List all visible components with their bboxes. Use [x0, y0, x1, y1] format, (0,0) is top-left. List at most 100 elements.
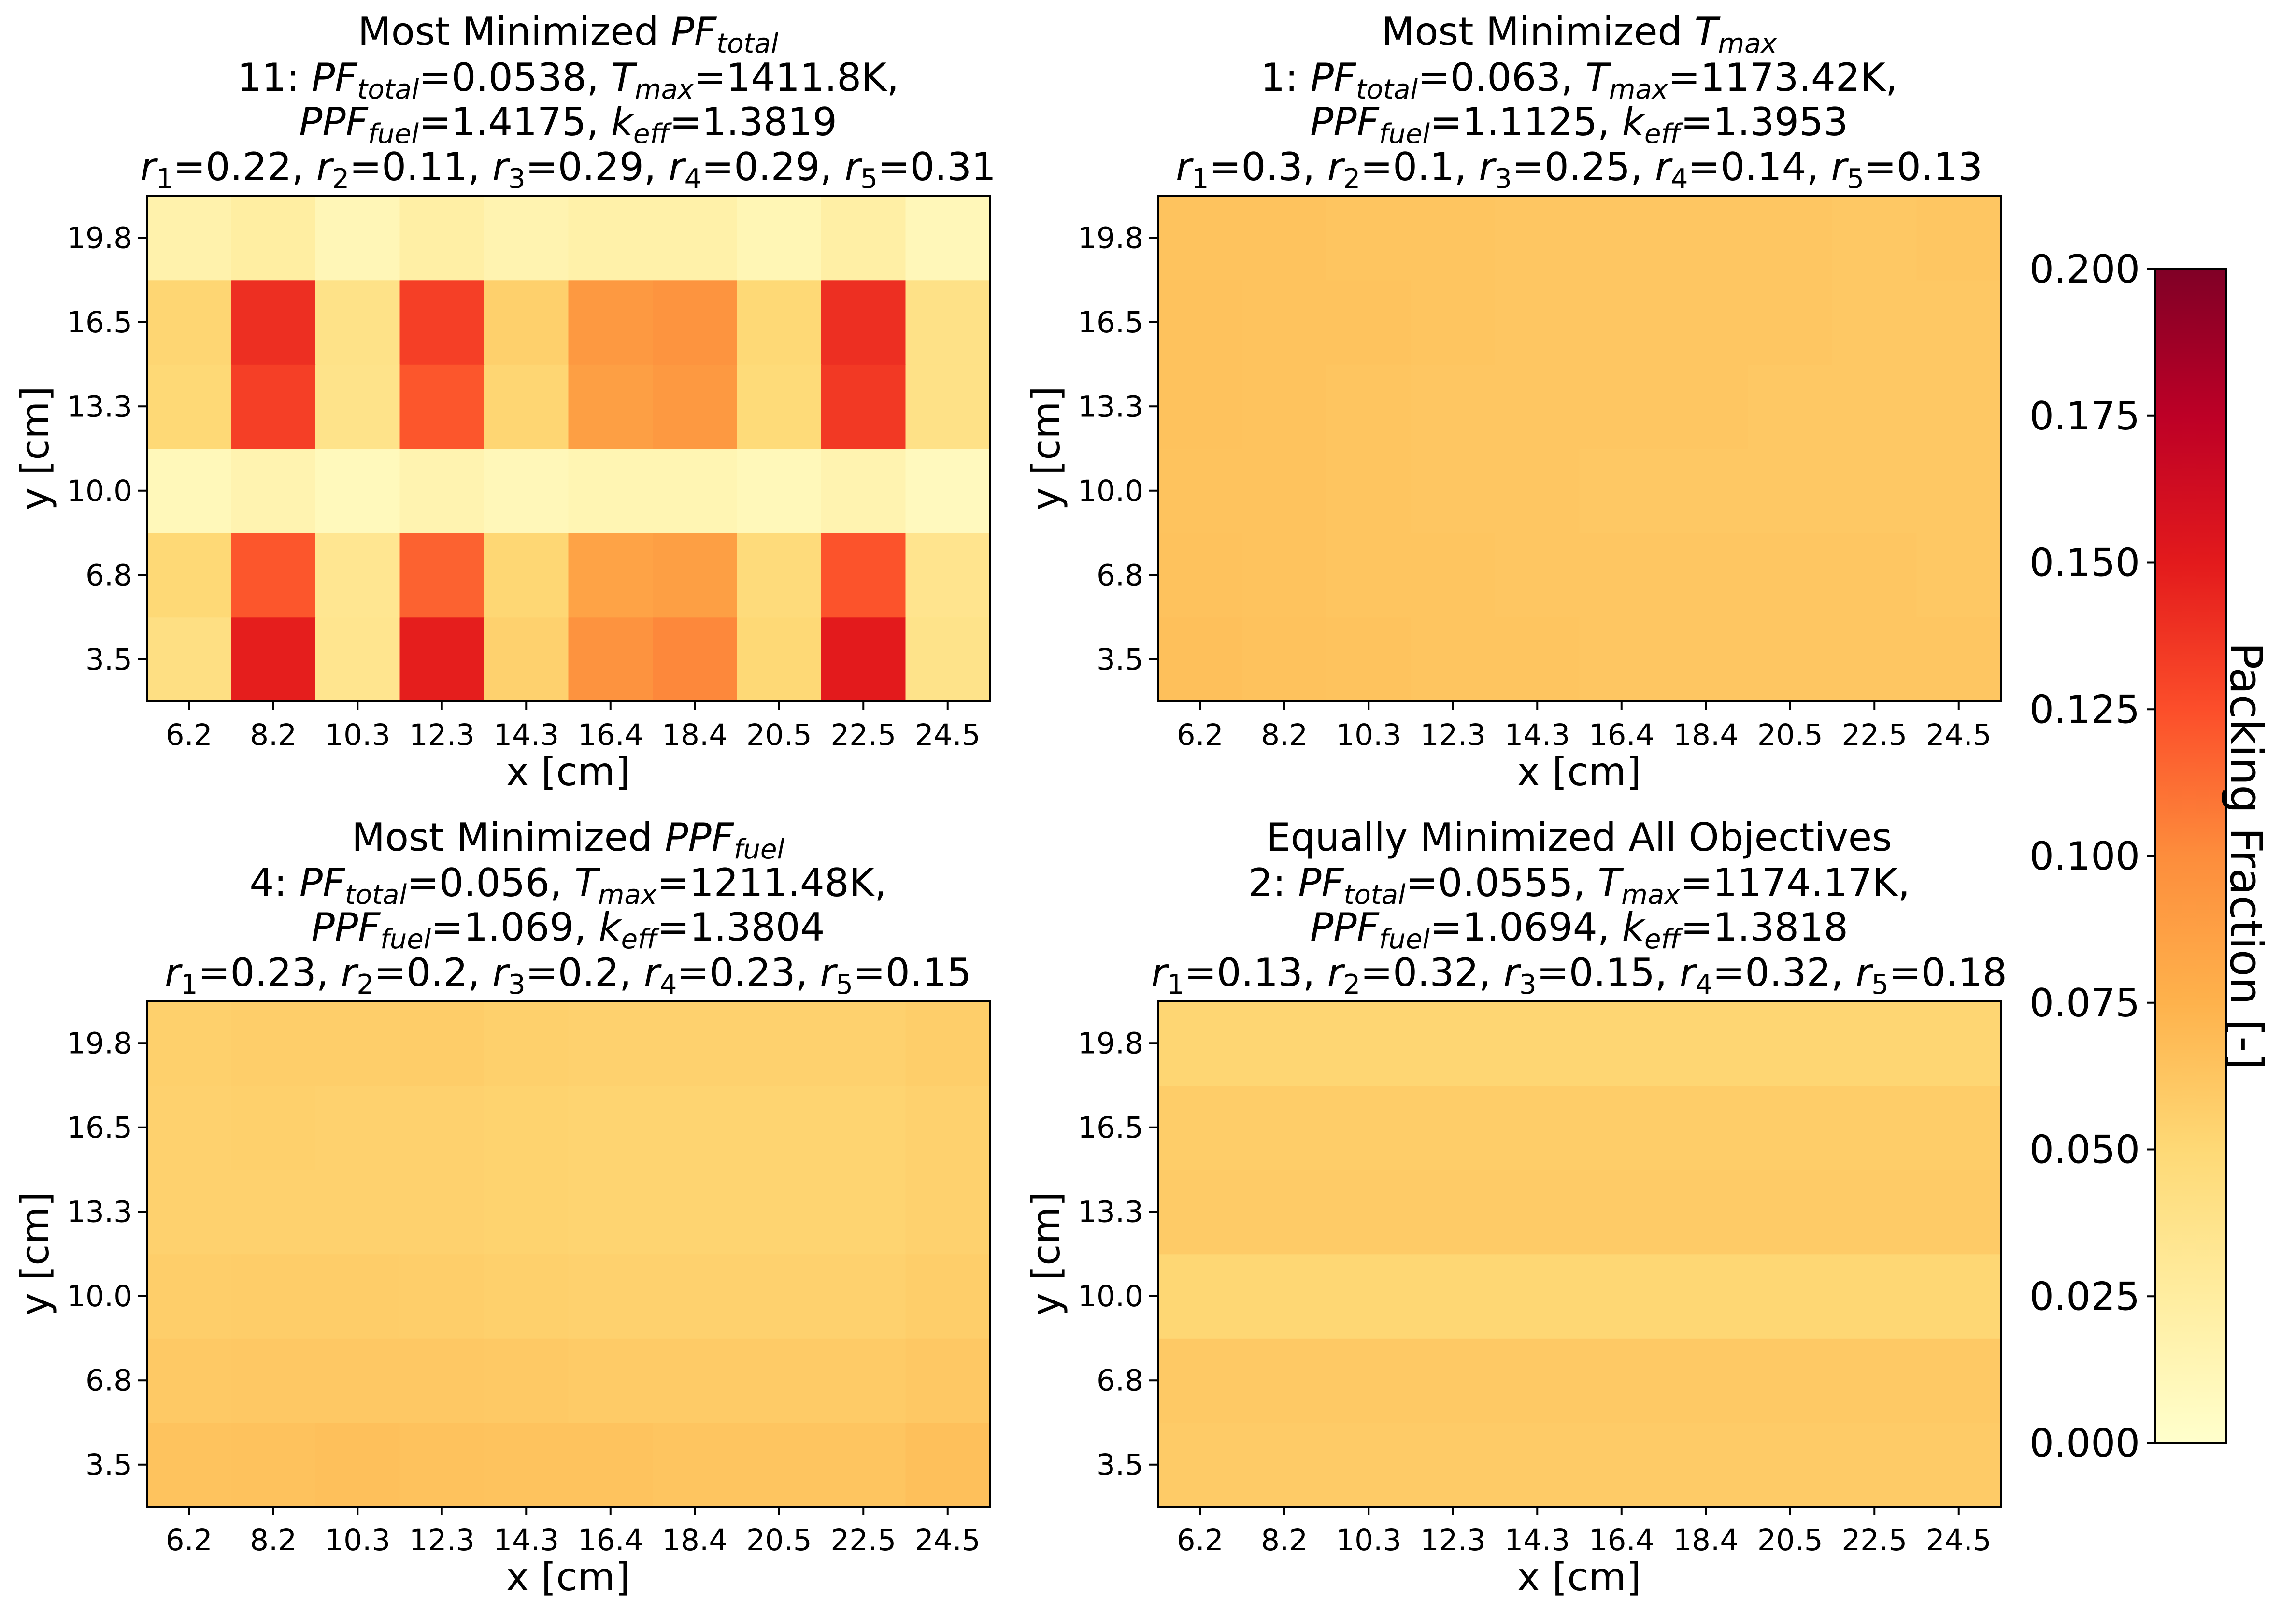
panel-0-x-tick-label-9: 24.5	[915, 718, 981, 752]
panel-0-cell-r3-c6	[653, 364, 738, 449]
panel-1-y-tick-label-4: 16.5	[1078, 305, 1143, 340]
panel-2-cell-r4-c8	[821, 1085, 906, 1170]
panel-2-x-tick-label-0: 6.2	[166, 1523, 213, 1557]
panel-3-cell-r0-c9	[1916, 1422, 2001, 1507]
panel-0-cell-r3-c7	[737, 364, 822, 449]
panel-2-x-tick-label-9: 24.5	[915, 1523, 981, 1557]
panel-3-cell-r4-c4	[1495, 1085, 1580, 1170]
panel-1-cell-r2-c6	[1664, 448, 1749, 533]
panel-1-cell-r2-c9	[1916, 448, 2001, 533]
panel-1-cell-r0-c8	[1832, 617, 1917, 702]
panel-2-cell-r0-c7	[737, 1422, 822, 1507]
panel-3-cell-r1-c2	[1326, 1338, 1412, 1423]
panel-3-x-tick-label-5: 16.4	[1589, 1523, 1654, 1557]
panel-3-cell-r3-c0	[1158, 1170, 1243, 1255]
panel-1-cell-r4-c7	[1748, 280, 1833, 365]
heatmap-panel-1: Most Minimized Tmax 1: PFtotal=0.063, Tm…	[1024, 9, 2002, 794]
panel-2-cell-r5-c8	[821, 1001, 906, 1086]
panel-0-y-tick-label-4: 16.5	[67, 305, 132, 340]
panel-1-cell-r4-c3	[1411, 280, 1496, 365]
panel-1-cell-r1-c1	[1242, 533, 1327, 618]
panel-3-cells	[1158, 1001, 2001, 1507]
panel-3-cell-r0-c7	[1748, 1422, 1833, 1507]
panel-3-cell-r2-c4	[1495, 1254, 1580, 1339]
panel-1-cell-r2-c5	[1579, 448, 1664, 533]
panel-2-cell-r2-c9	[905, 1254, 990, 1339]
panel-3-cell-r0-c3	[1411, 1422, 1496, 1507]
panel-0-cell-r2-c7	[737, 448, 822, 533]
panel-1-cell-r1-c4	[1495, 533, 1580, 618]
panel-0-cell-r2-c2	[315, 448, 400, 533]
panel-2-x-tick-label-7: 20.5	[746, 1523, 812, 1557]
panel-1-cell-r5-c4	[1495, 196, 1580, 281]
panel-0-cell-r3-c1	[231, 364, 316, 449]
panel-0-cell-r2-c4	[484, 448, 569, 533]
panel-0-title: Most Minimized PFtotal	[358, 9, 779, 59]
panel-2-metrics-line-1: 4: PFtotal=0.056, Tmax=1211.48K,	[249, 860, 886, 911]
panel-0-cell-r3-c0	[147, 364, 232, 449]
panel-3-y-tick-label-0: 3.5	[1097, 1448, 1143, 1482]
panel-0-metrics-line-1: 11: PFtotal=0.0538, Tmax=1411.8K,	[237, 55, 899, 105]
panel-0-frame	[146, 195, 991, 702]
panel-2-cell-r2-c7	[737, 1254, 822, 1339]
panel-1-y-tick-label-3: 13.3	[1078, 389, 1143, 424]
panel-1-cell-r3-c8	[1832, 364, 1917, 449]
panel-3-cell-r4-c5	[1579, 1085, 1664, 1170]
panel-3-frame	[1157, 1000, 2002, 1508]
panel-2-y-tick-label-5: 19.8	[67, 1026, 132, 1060]
panel-1-cell-r1-c8	[1832, 533, 1917, 618]
panel-2-x-tick-label-4: 14.3	[493, 1523, 559, 1557]
panel-2-cell-r5-c2	[315, 1001, 400, 1086]
panel-1-cell-r1-c5	[1579, 533, 1664, 618]
panel-0-cell-r1-c4	[484, 533, 569, 618]
panel-2-cell-r2-c2	[315, 1254, 400, 1339]
panel-1-x-tick-label-8: 22.5	[1841, 718, 1907, 752]
panel-2-cell-r2-c6	[653, 1254, 738, 1339]
panel-3-cell-r0-c5	[1579, 1422, 1664, 1507]
panel-0-y-tick-label-0: 3.5	[86, 643, 132, 677]
colorbar-tick-label-2: 0.050	[2029, 1128, 2140, 1172]
panel-3-cell-r5-c8	[1832, 1001, 1917, 1086]
panel-3-x-tick-label-1: 8.2	[1261, 1523, 1308, 1557]
panel-3-cell-r5-c9	[1916, 1001, 2001, 1086]
panel-0-cell-r5-c2	[315, 196, 400, 281]
panel-0-y-axis-label: y [cm]	[13, 386, 57, 510]
panel-2-cell-r4-c1	[231, 1085, 316, 1170]
panel-1-cell-r2-c2	[1326, 448, 1412, 533]
panel-3-cell-r5-c6	[1664, 1001, 1749, 1086]
panel-0-y-tick-label-2: 10.0	[67, 474, 132, 508]
panel-0-y-tick-label-5: 19.8	[67, 221, 132, 255]
colorbar-gradient	[2154, 268, 2227, 1444]
panel-0-cell-r4-c3	[399, 280, 485, 365]
panel-1-x-tick-label-4: 14.3	[1504, 718, 1570, 752]
panel-2-cell-r5-c1	[231, 1001, 316, 1086]
panel-2-cell-r3-c9	[905, 1170, 990, 1255]
panel-1-metrics-line-1: 1: PFtotal=0.063, Tmax=1173.42K,	[1260, 55, 1897, 105]
panel-2-cell-r4-c9	[905, 1085, 990, 1170]
panel-2-cell-r3-c4	[484, 1170, 569, 1255]
panel-3-cell-r0-c4	[1495, 1422, 1580, 1507]
panel-1-cell-r3-c7	[1748, 364, 1833, 449]
panel-0-cell-r0-c2	[315, 617, 400, 702]
panel-1-y-ticks: 3.5 6.8 10.0 13.3 16.5 19.8	[1078, 221, 1158, 677]
panel-0-cell-r0-c7	[737, 617, 822, 702]
panel-3-cell-r1-c7	[1748, 1338, 1833, 1423]
panel-3-cell-r3-c6	[1664, 1170, 1749, 1255]
panel-0-cell-r4-c6	[653, 280, 738, 365]
panel-1-frame	[1157, 195, 2002, 702]
panel-3-cell-r1-c1	[1242, 1338, 1327, 1423]
panel-2-x-tick-label-1: 8.2	[250, 1523, 297, 1557]
panel-2-cell-r1-c9	[905, 1338, 990, 1423]
panel-3-cell-r1-c6	[1664, 1338, 1749, 1423]
heatmap-panel-0: Most Minimized PFtotal 11: PFtotal=0.053…	[13, 9, 996, 794]
panel-2-cell-r3-c2	[315, 1170, 400, 1255]
panel-3-y-tick-label-4: 16.5	[1078, 1111, 1143, 1145]
panel-1-x-tick-label-3: 12.3	[1420, 718, 1486, 752]
panel-1-cell-r1-c7	[1748, 533, 1833, 618]
panel-1-cell-r0-c1	[1242, 617, 1327, 702]
panel-2-y-axis-label: y [cm]	[13, 1191, 57, 1315]
panel-2-cell-r1-c4	[484, 1338, 569, 1423]
panel-0-cell-r5-c0	[147, 196, 232, 281]
panel-0-x-tick-label-1: 8.2	[250, 718, 297, 752]
panel-2-cell-r0-c8	[821, 1422, 906, 1507]
